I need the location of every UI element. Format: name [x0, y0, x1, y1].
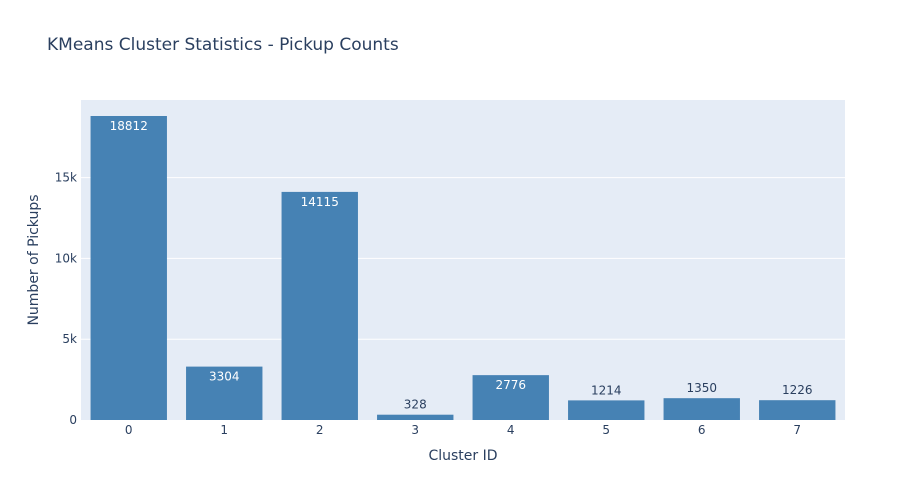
bar-cluster-5	[568, 400, 645, 420]
bar-cluster-1	[186, 366, 263, 420]
bar-cluster-6	[663, 398, 740, 420]
x-tick-label: 1	[220, 423, 228, 437]
y-axis-ticks: 0 5k 10k 15k	[55, 171, 77, 427]
y-tick-label: 0	[69, 413, 77, 427]
data-label: 18812	[110, 119, 148, 133]
x-tick-label: 3	[411, 423, 419, 437]
data-labels: 18812 3304 14115 328 2776 1214 1350 1226	[110, 119, 813, 412]
data-label: 14115	[301, 195, 339, 209]
x-tick-label: 7	[793, 423, 801, 437]
data-label: 1214	[591, 383, 622, 397]
data-label: 2776	[495, 378, 526, 392]
bar-cluster-2	[281, 191, 358, 420]
x-tick-label: 0	[125, 423, 133, 437]
x-axis-ticks: 0 1 2 3 4 5 6 7	[125, 423, 801, 437]
data-label: 328	[404, 398, 427, 412]
y-tick-label: 15k	[55, 171, 77, 185]
data-label: 3304	[209, 370, 240, 384]
data-label: 1226	[782, 383, 813, 397]
x-tick-label: 5	[602, 423, 610, 437]
y-axis-title: Number of Pickups	[26, 194, 42, 325]
x-axis-title: Cluster ID	[428, 448, 497, 464]
bar-cluster-3	[377, 414, 454, 420]
bar-cluster-4	[472, 375, 549, 420]
x-tick-label: 6	[698, 423, 706, 437]
y-tick-label: 10k	[55, 251, 77, 265]
chart-title: KMeans Cluster Statistics - Pickup Count…	[47, 35, 399, 55]
data-label: 1350	[686, 381, 717, 395]
x-tick-label: 4	[507, 423, 515, 437]
bar-cluster-0	[90, 115, 167, 420]
x-tick-label: 2	[316, 423, 324, 437]
gridlines	[81, 177, 845, 340]
bars	[90, 115, 836, 420]
bar-cluster-7	[759, 400, 836, 420]
y-tick-label: 5k	[62, 332, 77, 346]
